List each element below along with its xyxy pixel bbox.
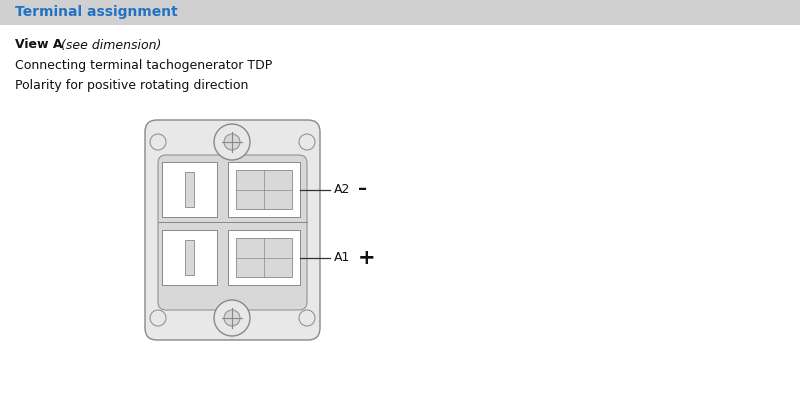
- Bar: [185, 172, 194, 207]
- Bar: [185, 240, 194, 275]
- Text: Terminal assignment: Terminal assignment: [15, 5, 178, 19]
- Text: View A: View A: [15, 38, 62, 52]
- Circle shape: [299, 310, 315, 326]
- Circle shape: [150, 134, 166, 150]
- Circle shape: [224, 310, 240, 326]
- Circle shape: [214, 300, 250, 336]
- Circle shape: [214, 124, 250, 160]
- Text: A2: A2: [334, 183, 350, 196]
- Bar: [228, 162, 300, 217]
- Bar: [236, 170, 292, 209]
- FancyBboxPatch shape: [145, 120, 320, 340]
- Text: Polarity for positive rotating direction: Polarity for positive rotating direction: [15, 78, 248, 92]
- Text: –: –: [358, 180, 367, 198]
- Bar: [162, 230, 217, 285]
- Bar: [228, 230, 300, 285]
- Bar: [162, 162, 217, 217]
- Text: Connecting terminal tachogenerator TDP: Connecting terminal tachogenerator TDP: [15, 58, 272, 72]
- FancyBboxPatch shape: [158, 155, 307, 310]
- Circle shape: [150, 310, 166, 326]
- Bar: [0, 0, 800, 25]
- Circle shape: [224, 134, 240, 150]
- Bar: [236, 238, 292, 277]
- Text: A1: A1: [334, 251, 350, 264]
- Text: +: +: [358, 248, 376, 268]
- Text: (see dimension): (see dimension): [57, 38, 162, 52]
- Circle shape: [299, 134, 315, 150]
